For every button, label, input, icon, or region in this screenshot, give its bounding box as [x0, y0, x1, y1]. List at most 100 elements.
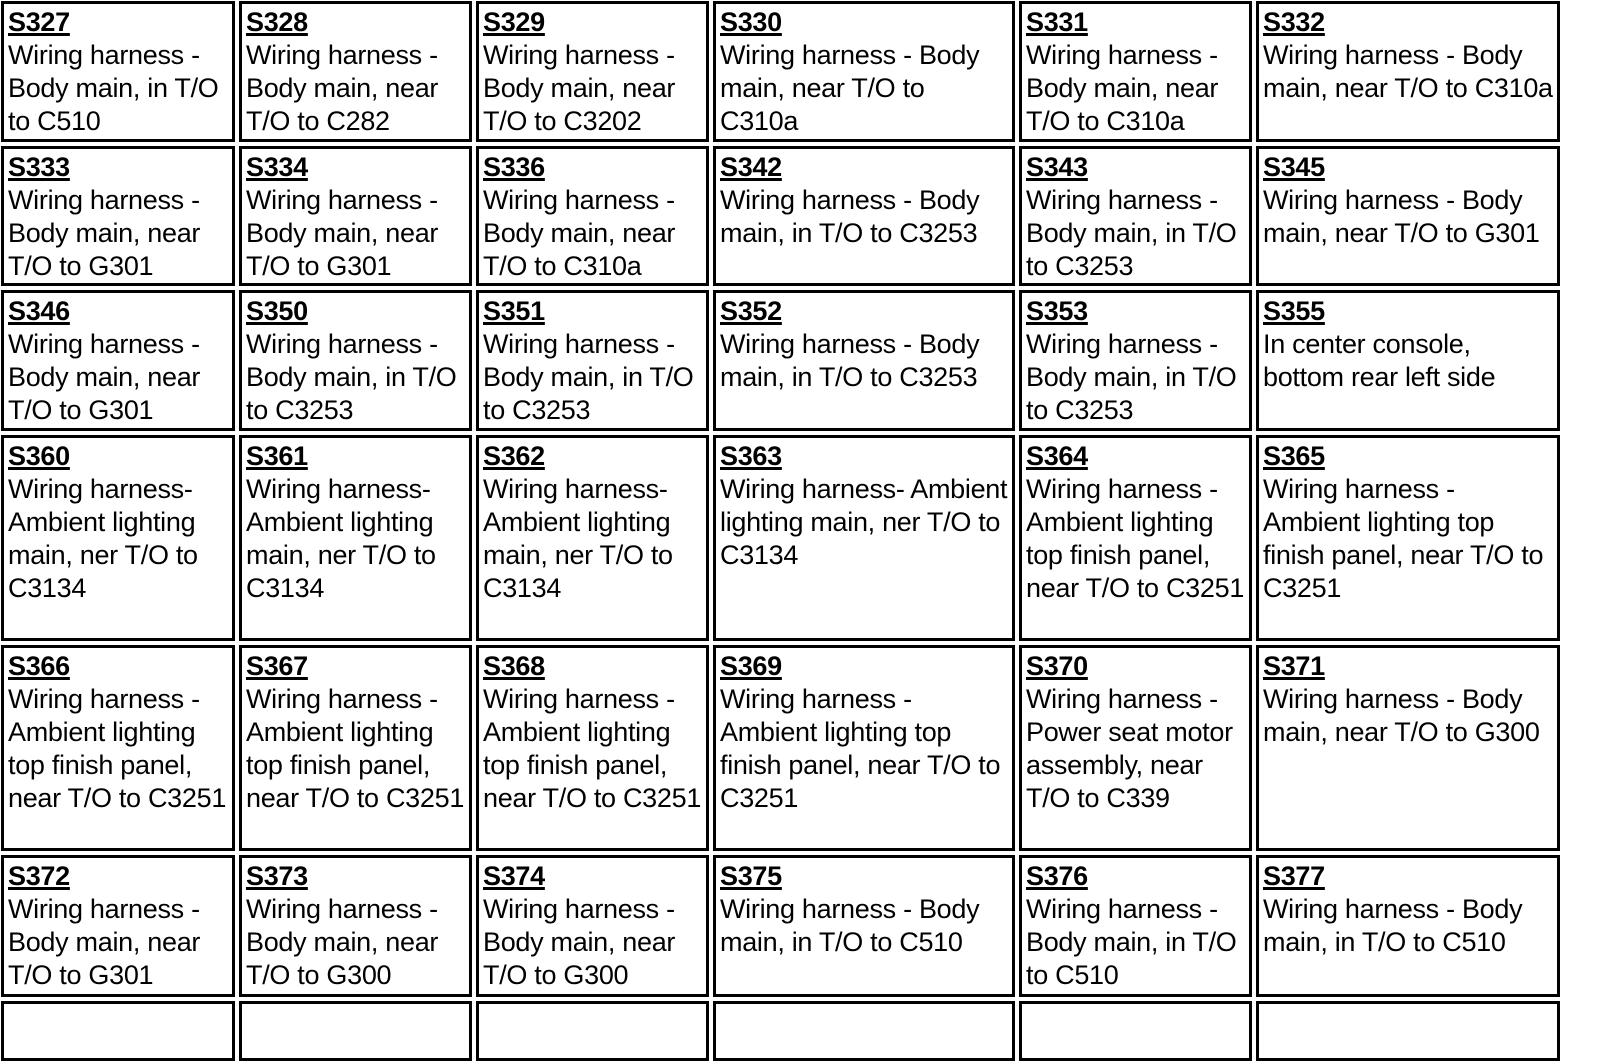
splice-code-link[interactable]: S373: [246, 861, 308, 891]
splice-cell-partial: [713, 1001, 1015, 1061]
splice-cell: S327 Wiring harness - Body main, in T/O t…: [1, 1, 235, 142]
splice-cell: S332 Wiring harness - Body main, near T/O…: [1256, 1, 1560, 142]
splice-cell: S342 Wiring harness - Body main, in T/O t…: [713, 146, 1015, 286]
splice-description: Wiring harness - Ambient lighting top fi…: [246, 684, 465, 813]
splice-description: Wiring harness - Body main, in T/O to C3…: [483, 329, 694, 425]
splice-cell: S336 Wiring harness - Body main, near T/O…: [476, 146, 709, 286]
splice-description: Wiring harness - Body main, near T/O to …: [483, 894, 676, 990]
splice-cell: S330 Wiring harness - Body main, near T/O…: [713, 1, 1015, 142]
splice-description: Wiring harness - Body main, in T/O to C3…: [246, 329, 457, 425]
splice-description: Wiring harness - Body main, in T/O to C3…: [1026, 329, 1237, 425]
splice-cell: S373 Wiring harness - Body main, near T/O…: [239, 855, 472, 997]
splice-code-link[interactable]: S342: [720, 152, 782, 182]
splice-code-link[interactable]: S327: [8, 7, 70, 37]
splice-code-link[interactable]: S355: [1263, 296, 1325, 326]
splice-description: Wiring harness - Body main, near T/O to …: [483, 185, 676, 281]
splice-description: Wiring harness - Body main, near T/O to …: [246, 894, 439, 990]
splice-code-link[interactable]: S361: [246, 441, 308, 471]
splice-code-link[interactable]: S374: [483, 861, 545, 891]
splice-code-link[interactable]: S333: [8, 152, 70, 182]
splice-description: Wiring harness - Body main, in T/O to C5…: [1263, 894, 1523, 957]
splice-description: Wiring harness - Body main, near T/O to …: [8, 329, 201, 425]
splice-cell: S343 Wiring harness - Body main, in T/O t…: [1019, 146, 1252, 286]
splice-code-link[interactable]: S330: [720, 7, 782, 37]
splice-code-link[interactable]: S369: [720, 651, 782, 681]
splice-cell: S366 Wiring harness - Ambient lighting to…: [1, 645, 235, 851]
splice-code-link[interactable]: S360: [8, 441, 70, 471]
splice-description: Wiring harness - Body main, in T/O to C5…: [8, 40, 219, 136]
splice-cell: S368 Wiring harness - Ambient lighting to…: [476, 645, 709, 851]
splice-code-link[interactable]: S353: [1026, 296, 1088, 326]
splice-code-link[interactable]: S346: [8, 296, 70, 326]
splice-cell-partial: [1256, 1001, 1560, 1061]
splice-cell: S377 Wiring harness - Body main, in T/O t…: [1256, 855, 1560, 997]
splice-cell-partial: [476, 1001, 709, 1061]
splice-description: In center console, bottom rear left side: [1263, 329, 1496, 392]
splice-cell: S375 Wiring harness - Body main, in T/O t…: [713, 855, 1015, 997]
splice-description: Wiring harness - Body main, near T/O to …: [1263, 40, 1553, 103]
splice-description: Wiring harness - Body main, in T/O to C5…: [1026, 894, 1237, 990]
splice-cell: S371 Wiring harness - Body main, near T/O…: [1256, 645, 1560, 851]
splice-description: Wiring harness - Body main, near T/O to …: [1263, 185, 1540, 248]
splice-description: Wiring harness- Ambient lighting main, n…: [8, 474, 198, 603]
splice-code-link[interactable]: S332: [1263, 7, 1325, 37]
splice-code-link[interactable]: S362: [483, 441, 545, 471]
splice-description: Wiring harness - Ambient lighting top fi…: [1026, 474, 1245, 603]
splice-code-link[interactable]: S375: [720, 861, 782, 891]
splice-cell: S362 Wiring harness- Ambient lighting mai…: [476, 435, 709, 641]
splice-code-link[interactable]: S367: [246, 651, 308, 681]
splice-code-link[interactable]: S328: [246, 7, 308, 37]
splice-cell: S369 Wiring harness - Ambient lighting to…: [713, 645, 1015, 851]
splice-code-link[interactable]: S336: [483, 152, 545, 182]
splice-code-link[interactable]: S331: [1026, 7, 1088, 37]
splice-code-link[interactable]: S376: [1026, 861, 1088, 891]
splice-description: Wiring harness- Ambient lighting main, n…: [246, 474, 436, 603]
splice-code-link[interactable]: S365: [1263, 441, 1325, 471]
splice-cell: S372 Wiring harness - Body main, near T/O…: [1, 855, 235, 997]
splice-cell: S370 Wiring harness - Power seat motor as…: [1019, 645, 1252, 851]
splice-description: Wiring harness - Body main, near T/O to …: [1026, 40, 1219, 136]
splice-code-link[interactable]: S371: [1263, 651, 1325, 681]
splice-cell: S374 Wiring harness - Body main, near T/O…: [476, 855, 709, 997]
splice-cell: S363 Wiring harness- Ambient lighting mai…: [713, 435, 1015, 641]
splice-cell: S331 Wiring harness - Body main, near T/O…: [1019, 1, 1252, 142]
splice-description: Wiring harness - Body main, in T/O to C3…: [1026, 185, 1237, 281]
splice-code-link[interactable]: S366: [8, 651, 70, 681]
splice-cell: S350 Wiring harness - Body main, in T/O t…: [239, 290, 472, 431]
splice-description: Wiring harness- Ambient lighting main, n…: [720, 474, 1008, 570]
splice-code-link[interactable]: S334: [246, 152, 308, 182]
splice-code-link[interactable]: S364: [1026, 441, 1088, 471]
splice-cell: S376 Wiring harness - Body main, in T/O t…: [1019, 855, 1252, 997]
splice-location-table: S327 Wiring harness - Body main, in T/O t…: [1, 1, 1560, 1061]
splice-cell-partial: [239, 1001, 472, 1061]
splice-code-link[interactable]: S351: [483, 296, 545, 326]
splice-code-link[interactable]: S329: [483, 7, 545, 37]
splice-code-link[interactable]: S343: [1026, 152, 1088, 182]
splice-cell: S351 Wiring harness - Body main, in T/O t…: [476, 290, 709, 431]
splice-description: Wiring harness - Ambient lighting top fi…: [483, 684, 702, 813]
splice-description: Wiring harness - Body main, near T/O to …: [720, 40, 980, 136]
splice-code-link[interactable]: S368: [483, 651, 545, 681]
splice-cell: S346 Wiring harness - Body main, near T/O…: [1, 290, 235, 431]
splice-cell: S352 Wiring harness - Body main, in T/O t…: [713, 290, 1015, 431]
splice-description: Wiring harness - Ambient lighting top fi…: [8, 684, 227, 813]
splice-cell: S360 Wiring harness- Ambient lighting mai…: [1, 435, 235, 641]
splice-code-link[interactable]: S370: [1026, 651, 1088, 681]
splice-description: Wiring harness - Body main, in T/O to C3…: [720, 329, 980, 392]
splice-code-link[interactable]: S350: [246, 296, 308, 326]
splice-description: Wiring harness - Ambient lighting top fi…: [1263, 474, 1544, 603]
splice-code-link[interactable]: S363: [720, 441, 782, 471]
splice-cell: S334 Wiring harness - Body main, near T/O…: [239, 146, 472, 286]
splice-code-link[interactable]: S377: [1263, 861, 1325, 891]
splice-description: Wiring harness - Body main, near T/O to …: [483, 40, 676, 136]
splice-code-link[interactable]: S345: [1263, 152, 1325, 182]
splice-code-link[interactable]: S352: [720, 296, 782, 326]
splice-description: Wiring harness - Body main, near T/O to …: [8, 894, 201, 990]
splice-code-link[interactable]: S372: [8, 861, 70, 891]
splice-cell: S353 Wiring harness - Body main, in T/O t…: [1019, 290, 1252, 431]
splice-cell-partial: [1019, 1001, 1252, 1061]
splice-cell: S329 Wiring harness - Body main, near T/O…: [476, 1, 709, 142]
splice-description: Wiring harness- Ambient lighting main, n…: [483, 474, 673, 603]
splice-cell: S365 Wiring harness - Ambient lighting to…: [1256, 435, 1560, 641]
splice-description: Wiring harness - Body main, in T/O to C5…: [720, 894, 980, 957]
